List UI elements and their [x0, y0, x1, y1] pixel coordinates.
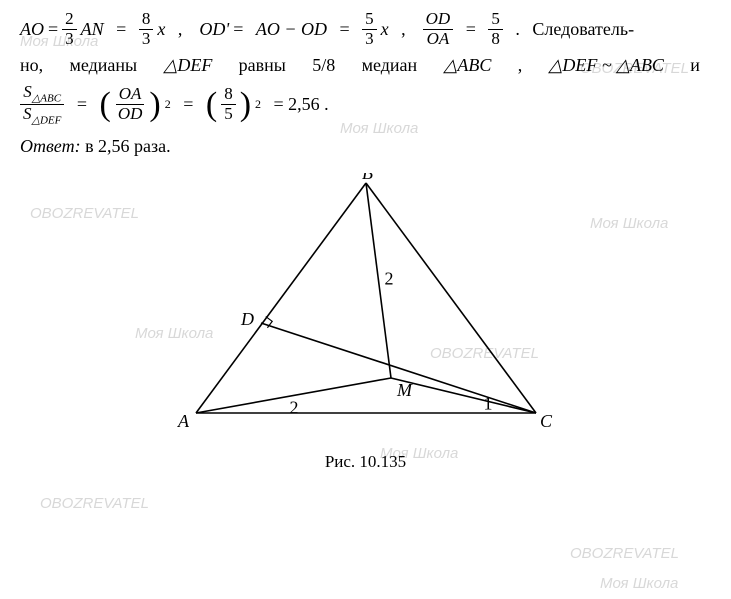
result: = 2,56 . [274, 87, 329, 121]
answer-line: Ответ: в 2,56 раза. [20, 129, 711, 163]
svg-text:A: A [177, 411, 190, 431]
var-ao: AO [20, 12, 44, 46]
left-paren: ( [206, 91, 217, 118]
svg-text:1: 1 [483, 393, 492, 413]
svg-text:C: C [540, 411, 553, 431]
triangle-def: △DEF [163, 48, 212, 82]
answer-label: Ответ: [20, 136, 81, 156]
watermark: OBOZREVATEL [40, 490, 149, 519]
fraction: OD OA [423, 10, 454, 48]
figure: A B C D M 2 2 1 Рис. 10.135 [20, 173, 711, 478]
svg-text:M: M [396, 380, 413, 400]
right-paren: ) [149, 91, 160, 118]
fraction: 5 8 [488, 10, 503, 48]
watermark: Моя Школа [600, 570, 678, 599]
triangle-diagram: A B C D M 2 2 1 [166, 173, 566, 433]
similar-triangles: △DEF ~ △ABC [549, 48, 664, 82]
watermark: OBOZREVATEL [570, 540, 679, 569]
text-tail: Следователь- [532, 12, 634, 46]
fraction: 8 5 [221, 85, 236, 123]
svg-text:B: B [362, 173, 373, 183]
figure-caption: Рис. 10.135 [20, 446, 711, 478]
svg-text:2: 2 [289, 397, 298, 417]
fraction: 5 3 [362, 10, 377, 48]
fraction: 8 3 [139, 10, 154, 48]
equation-line-1: AO = 2 3 AN = 8 3 x , OD' = AO − OD = 5 … [20, 10, 711, 48]
svg-text:D: D [240, 309, 254, 329]
svg-text:2: 2 [384, 268, 393, 288]
fraction: OA OD [115, 85, 146, 123]
right-paren: ) [240, 91, 251, 118]
left-paren: ( [100, 91, 111, 118]
equation-line-3: S△ABC S△DEF = ( OA OD )2 = ( 8 5 )2 = 2,… [20, 83, 711, 127]
answer-text: в 2,56 раза. [85, 136, 171, 156]
triangle-abc: △ABC [444, 48, 492, 82]
fraction: 2 3 [62, 10, 77, 48]
area-ratio: S△ABC S△DEF [20, 83, 64, 127]
var-an: AN [81, 12, 104, 46]
var-od-prime: OD' [199, 12, 229, 46]
equation-line-2: но, медианы △DEF равны 5/8 медиан △ABC ,… [20, 48, 700, 82]
